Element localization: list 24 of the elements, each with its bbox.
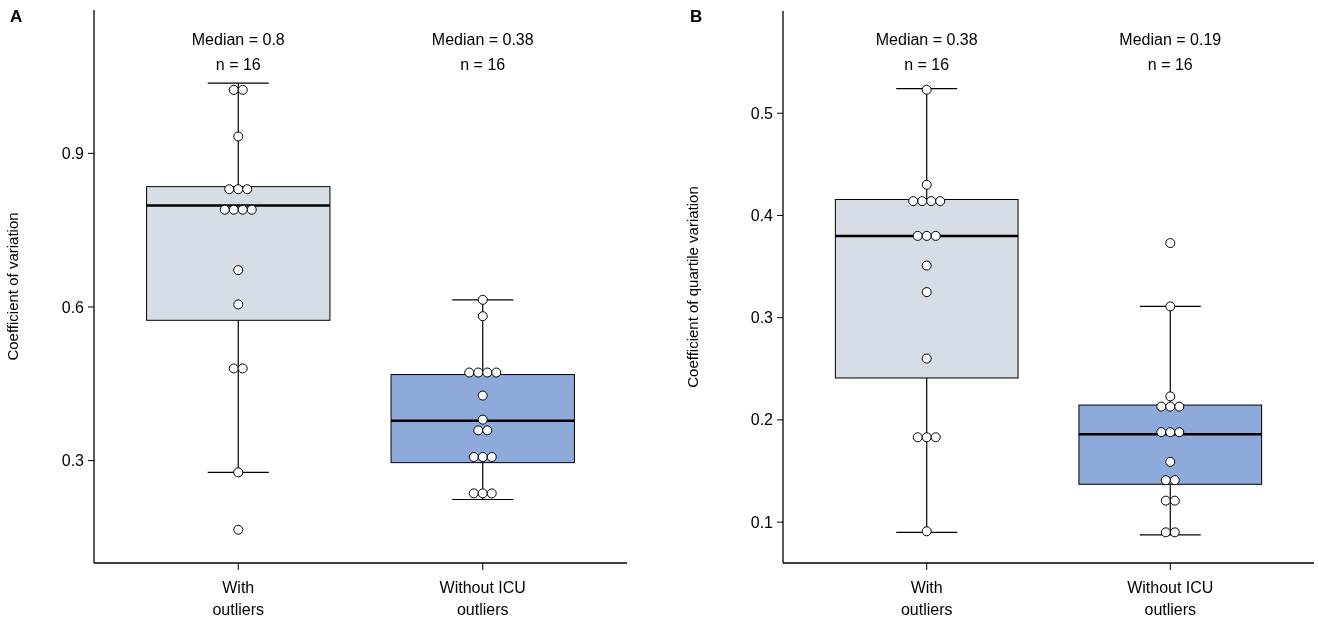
x-tick-label: Without ICU outliers [1127, 579, 1214, 618]
x-tick-label: With outliers [900, 579, 953, 618]
annotation: Median = 0.8 [191, 31, 285, 48]
y-tick-label: 0.3 [750, 309, 774, 327]
y-tick-label: 0.1 [750, 513, 774, 531]
annotation: n = 16 [1147, 56, 1193, 73]
annotation: Median = 0.19 [1119, 31, 1222, 48]
y-tick-label: 0.6 [61, 298, 85, 316]
annotation: n = 16 [215, 56, 261, 73]
x-tick-label: Without ICU outliers [439, 579, 526, 618]
y-tick-label: 0.2 [750, 411, 774, 429]
x-tick-label: With outliers [212, 579, 265, 618]
annotation: Median = 0.38 [875, 31, 978, 48]
chart-title: A [10, 7, 23, 26]
y-tick-label: 0.4 [750, 207, 774, 225]
y-tick-label: 0.3 [61, 452, 85, 470]
chart-title: B [690, 7, 703, 26]
y-axis-title: Coefficient of variation [4, 212, 21, 361]
annotation: Median = 0.38 [431, 31, 534, 48]
annotation: n = 16 [904, 56, 950, 73]
y-tick-label: 0.5 [750, 104, 774, 122]
annotation: n = 16 [460, 56, 506, 73]
y-tick-label: 0.9 [61, 144, 85, 162]
y-axis-title: Coefficient of quartile variation [684, 186, 701, 388]
